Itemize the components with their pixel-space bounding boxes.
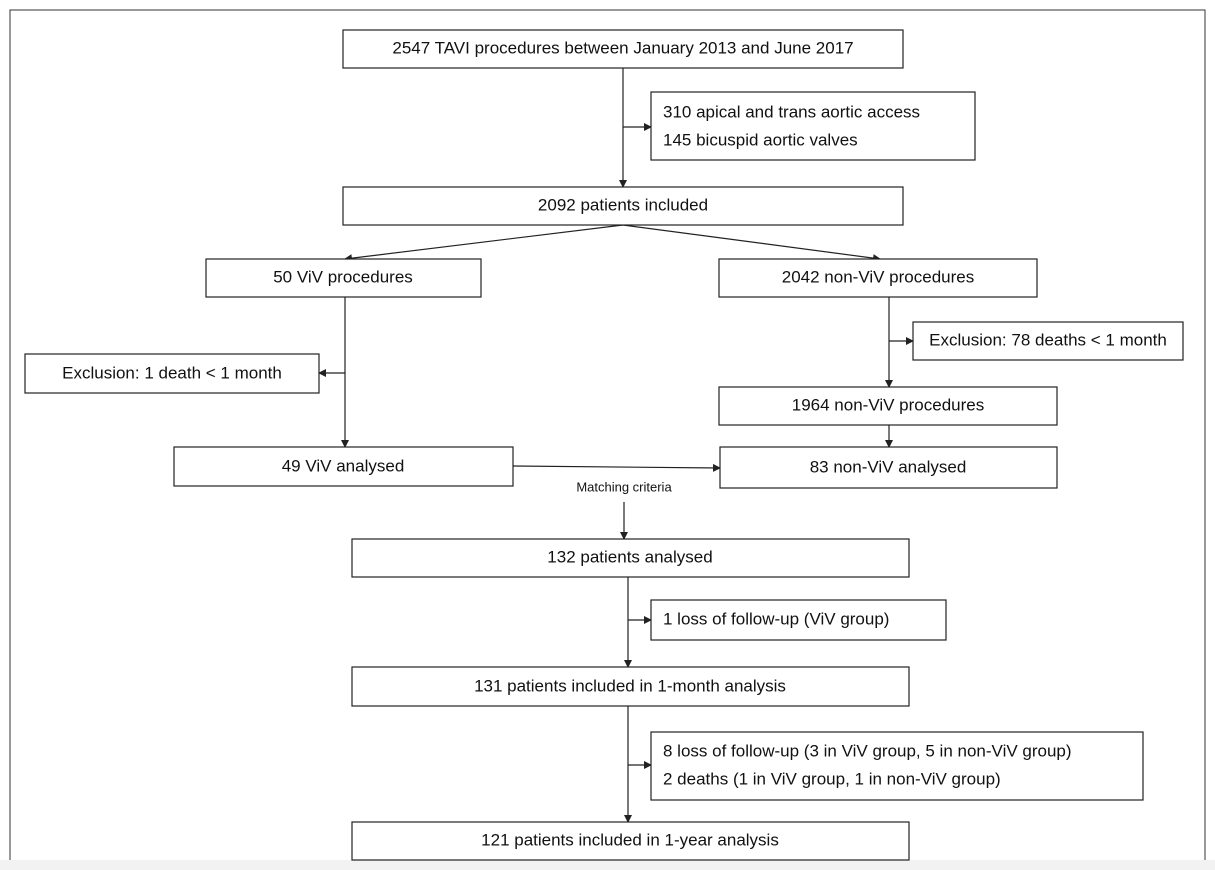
box-text: 50 ViV procedures: [273, 267, 413, 286]
box: [351, 538, 910, 578]
box-text: 310 apical and trans aortic access: [663, 102, 920, 121]
box: [718, 258, 1038, 298]
box-text: 2042 non-ViV procedures: [782, 267, 975, 286]
box-text: Exclusion: 1 death < 1 month: [62, 363, 282, 382]
frame: [9, 9, 1206, 870]
box-text: 1964 non-ViV procedures: [792, 395, 985, 414]
box: [650, 91, 976, 161]
box: [650, 599, 947, 641]
box-text: 2547 TAVI procedures between January 201…: [392, 38, 853, 57]
box: [719, 446, 1058, 489]
box: [173, 446, 514, 487]
arrow: [344, 224, 624, 263]
box: [912, 321, 1184, 361]
box-text: 2092 patients included: [538, 195, 708, 214]
box-text: Exclusion: 78 deaths < 1 month: [929, 330, 1167, 349]
box-text: 8 loss of follow-up (3 in ViV group, 5 i…: [663, 741, 1072, 760]
edges: [318, 68, 914, 823]
box: [342, 29, 904, 69]
bottom-strip: [0, 860, 1215, 870]
box-text: 2 deaths (1 in ViV group, 1 in non-ViV g…: [663, 769, 1001, 788]
box: [718, 386, 1058, 426]
arrow: [512, 463, 721, 472]
box: [24, 353, 320, 394]
arrow: [622, 224, 881, 263]
box-text: 49 ViV analysed: [282, 456, 405, 475]
box-text: 131 patients included in 1-month analysi…: [474, 676, 786, 695]
box: [205, 258, 482, 298]
box-text: 132 patients analysed: [547, 547, 712, 566]
box-text: 145 bicuspid aortic valves: [663, 130, 858, 149]
box-text: 121 patients included in 1-year analysis: [481, 830, 779, 849]
box-text: 83 non-ViV analysed: [810, 457, 967, 476]
edge-label: Matching criteria: [576, 479, 672, 494]
box-text: 1 loss of follow-up (ViV group): [663, 609, 889, 628]
box: [342, 186, 904, 226]
box: [650, 731, 1144, 801]
box: [351, 821, 910, 861]
box: [351, 666, 910, 707]
